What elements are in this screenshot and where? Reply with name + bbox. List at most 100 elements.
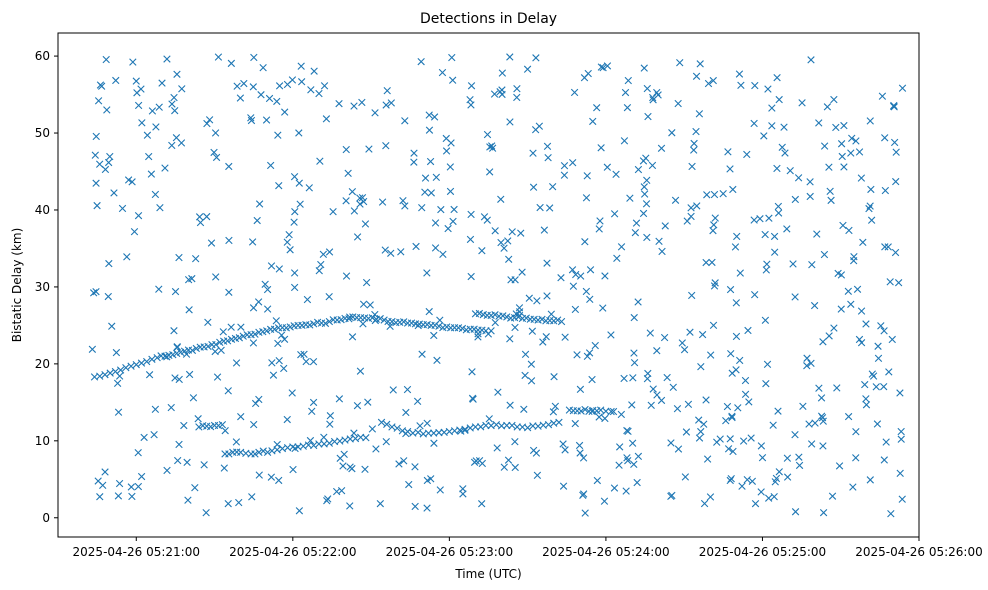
noise-detection-point — [688, 162, 696, 171]
noise-detection-point — [880, 327, 888, 335]
noise-detection-point — [573, 351, 581, 359]
noise-detection-point — [423, 269, 431, 277]
noise-detection-point — [430, 439, 438, 447]
noise-detection-point — [303, 295, 312, 304]
noise-detection-point — [615, 461, 623, 469]
noise-detection-point — [657, 144, 666, 152]
noise-detection-point — [283, 80, 292, 89]
noise-detection-point — [145, 152, 153, 161]
noise-detection-point — [423, 476, 432, 485]
noise-detection-point — [819, 442, 827, 450]
noise-detection-point — [217, 346, 225, 355]
noise-detection-point — [204, 318, 212, 326]
noise-detection-point — [366, 301, 374, 309]
noise-detection-point — [631, 228, 640, 237]
noise-detection-point — [212, 273, 220, 281]
noise-detection-point — [148, 107, 157, 115]
noise-detection-point — [102, 55, 110, 64]
noise-detection-point — [171, 374, 179, 382]
noise-detection-point — [425, 126, 434, 134]
noise-detection-point — [253, 216, 261, 225]
noise-detection-point — [628, 439, 637, 447]
noise-detection-point — [649, 385, 657, 393]
noise-detection-point — [128, 492, 136, 501]
noise-detection-point — [543, 259, 551, 267]
target-track-c-point — [255, 448, 263, 457]
noise-detection-point — [254, 298, 263, 306]
noise-detection-point — [572, 270, 580, 279]
noise-detection-point — [640, 183, 648, 191]
noise-detection-point — [828, 492, 837, 500]
noise-detection-point — [528, 327, 537, 335]
noise-detection-point — [346, 502, 354, 510]
noise-detection-point — [151, 190, 160, 199]
noise-detection-point — [621, 88, 630, 97]
noise-detection-point — [632, 219, 641, 227]
noise-detection-point — [114, 408, 123, 416]
target-track-a-point — [368, 314, 377, 322]
x-tick-label: 2025-04-26 05:26:00 — [855, 545, 982, 559]
noise-detection-point — [674, 99, 682, 108]
noise-detection-point — [345, 313, 354, 321]
noise-detection-point — [269, 371, 278, 379]
noise-detection-point — [844, 287, 852, 295]
noise-detection-point — [803, 362, 811, 370]
noise-detection-point — [286, 246, 294, 254]
noise-detection-point — [833, 384, 841, 392]
noise-detection-point — [184, 496, 192, 504]
noise-detection-point — [317, 260, 325, 269]
noise-detection-point — [649, 93, 657, 102]
noise-detection-point — [599, 304, 607, 312]
plot-area-frame — [57, 32, 920, 538]
noise-detection-point — [544, 154, 552, 162]
noise-detection-point — [881, 243, 889, 251]
noise-detection-point — [576, 449, 584, 457]
noise-detection-point — [236, 94, 245, 102]
noise-detection-point — [247, 116, 256, 125]
noise-detection-point — [837, 305, 845, 313]
noise-detection-point — [582, 194, 591, 202]
noise-detection-point — [92, 132, 100, 141]
noise-detection-point — [436, 486, 444, 494]
target-track-a-point — [101, 370, 109, 379]
noise-detection-point — [285, 231, 293, 239]
noise-detection-point — [807, 440, 816, 448]
noise-detection-point — [329, 208, 337, 216]
noise-detection-point — [381, 246, 389, 254]
noise-detection-point — [774, 202, 783, 211]
noise-detection-point — [170, 327, 178, 335]
noise-detection-point — [855, 148, 864, 156]
noise-detection-point — [274, 339, 282, 348]
noise-detection-point — [770, 248, 779, 256]
noise-detection-point — [547, 310, 555, 318]
noise-detection-point — [543, 142, 552, 151]
noise-detection-point — [134, 482, 143, 491]
noise-detection-point — [511, 323, 519, 332]
noise-detection-point — [739, 437, 748, 445]
noise-detection-point — [579, 454, 588, 462]
noise-detection-point — [221, 426, 229, 435]
noise-detection-point — [158, 79, 166, 87]
noise-detection-point — [568, 266, 577, 274]
noise-detection-point — [325, 248, 334, 256]
noise-detection-point — [620, 137, 629, 145]
noise-detection-point — [643, 176, 651, 185]
noise-detection-point — [89, 289, 98, 297]
noise-detection-point — [416, 422, 424, 430]
noise-detection-point — [728, 413, 736, 422]
noise-detection-point — [837, 271, 846, 279]
noise-detection-point — [603, 163, 612, 171]
noise-detection-point — [709, 76, 717, 85]
noise-detection-point — [506, 53, 514, 61]
noise-detection-point — [448, 53, 456, 62]
noise-detection-point — [500, 463, 508, 471]
noise-detection-point — [295, 129, 303, 137]
noise-detection-point — [224, 387, 232, 395]
noise-detection-point — [309, 398, 318, 407]
noise-detection-point — [887, 509, 895, 518]
noise-detection-point — [173, 456, 182, 465]
noise-detection-point — [361, 220, 370, 228]
noise-detection-point — [783, 473, 792, 481]
noise-detection-point — [892, 148, 900, 156]
noise-detection-point — [403, 385, 412, 394]
